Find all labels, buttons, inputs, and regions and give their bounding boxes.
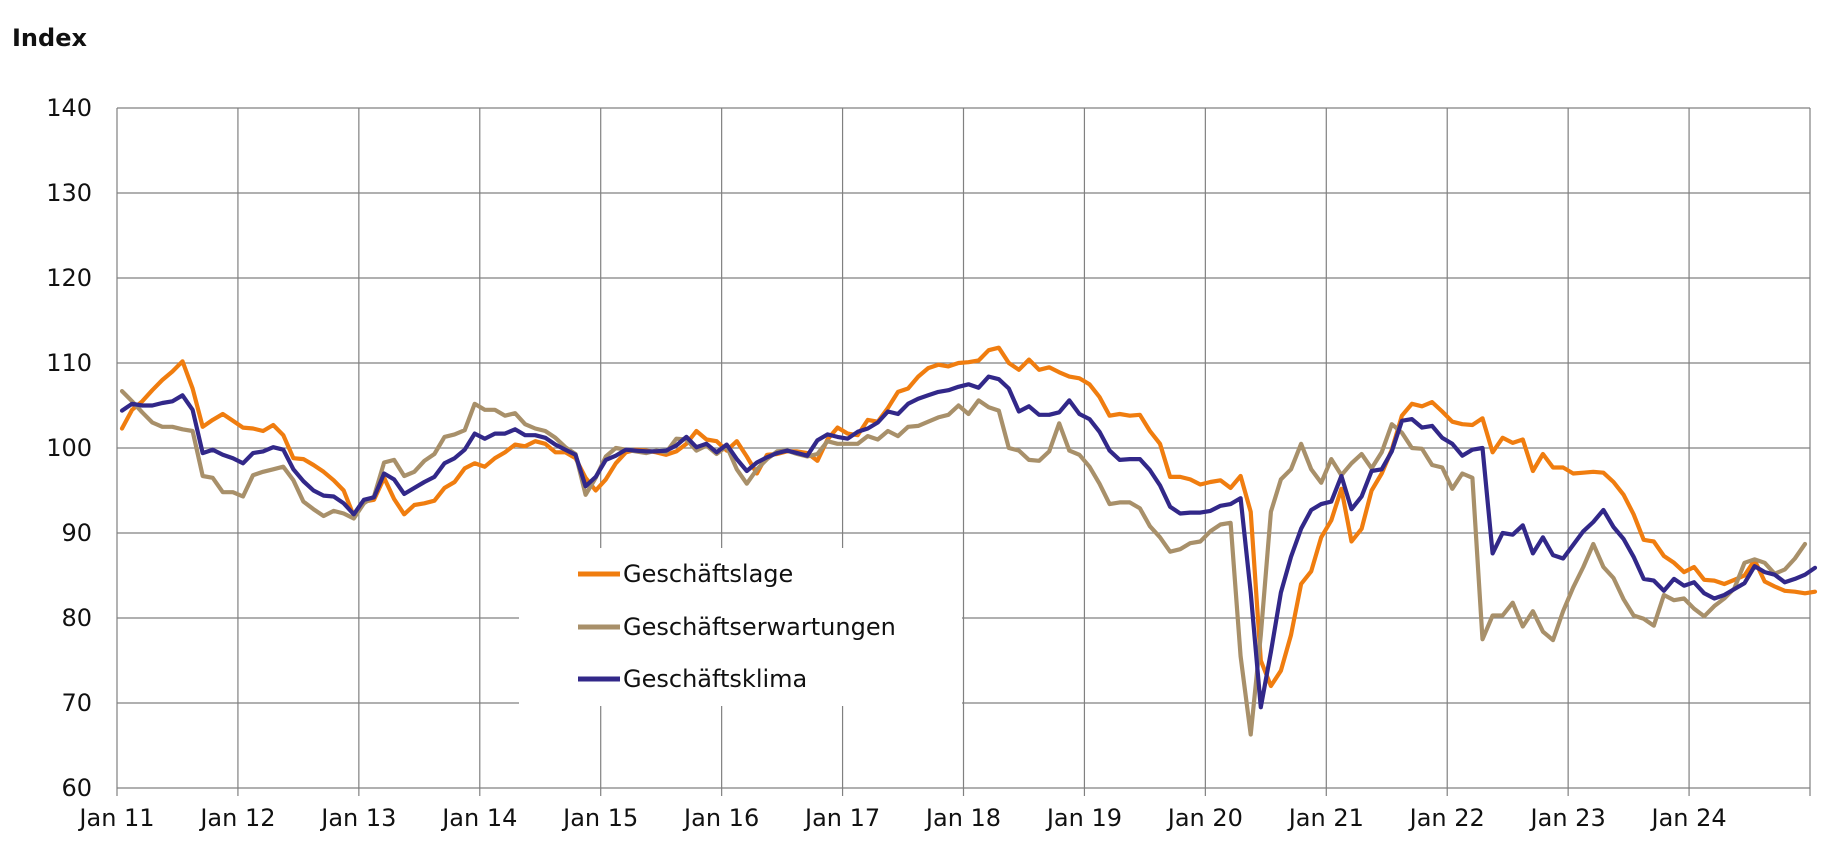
x-tick-label: Jan 21 — [1287, 804, 1364, 832]
x-tick-label: Jan 18 — [924, 804, 1001, 832]
y-tick-label: 60 — [61, 774, 92, 802]
legend-label-klima: Geschäftsklima — [623, 665, 807, 693]
x-tick-label: Jan 23 — [1529, 804, 1606, 832]
grid — [116, 107, 1811, 796]
x-tick-label: Jan 13 — [319, 804, 396, 832]
series-line-1 — [119, 345, 1818, 689]
y-tick-label: 90 — [61, 519, 92, 547]
x-tick-label: Jan 14 — [440, 804, 517, 832]
y-tick-label: 130 — [46, 179, 92, 207]
y-tick-label: 140 — [46, 94, 92, 122]
y-tick-label: 110 — [46, 349, 92, 377]
y-tick-label: 70 — [61, 689, 92, 717]
series-line-2 — [119, 389, 1808, 737]
axis-ticks: 60 70 80 90 100 110 120 130 140 Jan 11 Jan 12 Jan 1… — [46, 94, 1726, 832]
y-tick-label: 120 — [46, 264, 92, 292]
x-tick-label: Jan 15 — [561, 804, 638, 832]
legend-label-lage: Geschäftslage — [623, 560, 793, 588]
x-tick-label: Jan 24 — [1649, 804, 1726, 832]
legend-label-erwartungen: Geschäftserwartungen — [623, 613, 896, 641]
x-tick-label: Jan 19 — [1045, 804, 1122, 832]
x-tick-label: Jan 20 — [1166, 804, 1243, 832]
legend: Geschäftslage Geschäftserwartungen Gesch… — [519, 548, 962, 706]
x-tick-label: Jan 22 — [1408, 804, 1485, 832]
y-axis-title: Index — [12, 24, 87, 52]
y-tick-label: 100 — [46, 434, 92, 462]
series-line-3 — [119, 374, 1818, 710]
x-tick-label: Jan 11 — [77, 804, 154, 832]
x-tick-label: Jan 17 — [803, 804, 880, 832]
x-tick-label: Jan 16 — [682, 804, 759, 832]
y-tick-label: 80 — [61, 604, 92, 632]
series-lines — [119, 345, 1818, 737]
x-tick-label: Jan 12 — [198, 804, 275, 832]
